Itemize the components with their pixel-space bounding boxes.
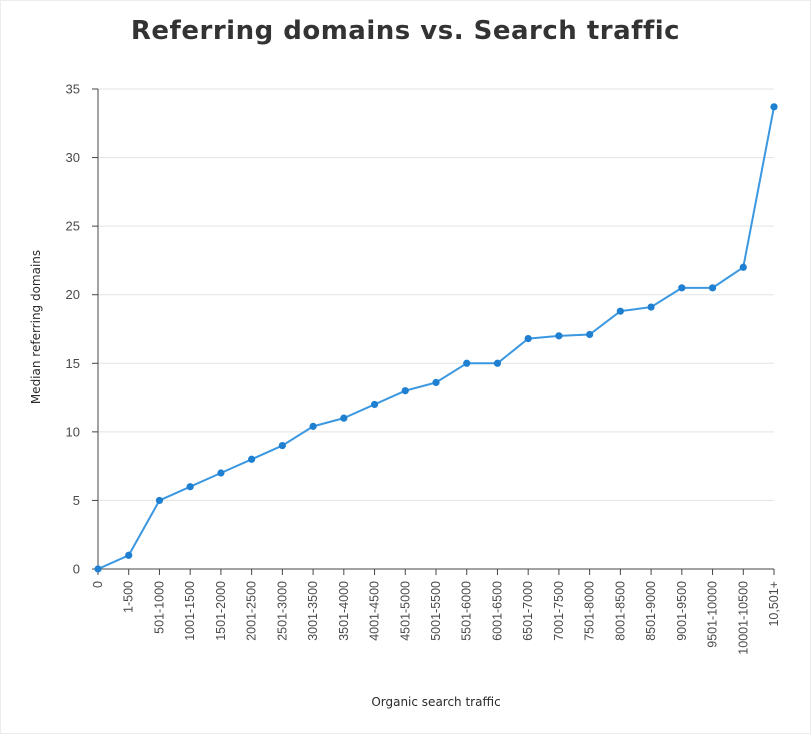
data-point [217,469,225,477]
y-tick-label: 25 [66,219,80,234]
x-tick-label: 4501-5000 [398,581,412,641]
chart-title: Referring domains vs. Search traffic [130,16,681,46]
y-tick-label: 30 [66,150,80,165]
data-point [647,303,655,311]
x-tick-label: 3001-3500 [306,581,320,641]
y-tick-label: 5 [73,493,80,508]
x-tick-label: 8001-8500 [613,581,627,641]
x-tick-label: 10001-10500 [736,581,750,655]
series-line [97,106,775,570]
x-tick-label: 10,501+ [767,581,781,627]
data-point [432,378,440,387]
x-tick-label: 5501-6000 [460,581,474,641]
data-point [678,284,686,292]
x-tick-label: 3501-4000 [337,581,351,641]
axes [97,89,774,570]
x-tick-label: 5001-5500 [429,581,443,641]
data-point [125,551,133,559]
data-point [493,359,502,367]
x-tick-label: 0 [91,581,105,588]
x-tick-label: 7001-7500 [552,581,566,641]
data-point [770,103,778,111]
x-tick-label: 1001-1500 [183,581,197,641]
data-point [186,483,194,491]
data-point [309,422,317,430]
data-point [370,400,379,409]
x-tick-label: 4001-4500 [368,581,382,641]
y-tick-label: 20 [66,287,80,302]
x-tick-label: 1-500 [122,581,136,613]
x-tick-label: 6501-7000 [521,581,535,641]
data-point [155,496,164,505]
x-axis-label: Organic search traffic [371,695,500,709]
data-point [555,332,563,340]
x-tick-label: 1501-2000 [214,581,228,641]
data-point [708,284,717,292]
data-point [248,455,256,463]
data-point [586,330,594,339]
data-point [94,565,102,573]
gridlines [98,88,774,501]
y-tick-label: 0 [73,562,80,577]
data-point [401,387,409,395]
x-tick-label: 7501-8000 [583,581,597,641]
x-axis-ticks: 0 1-500 501-1000 1001-1500 1501-2000 2001-250… [91,569,781,655]
x-tick-label: 2001-2500 [245,581,259,641]
data-point [739,263,747,271]
data-point [524,335,532,343]
data-point [616,307,624,315]
series [94,103,778,573]
data-point [340,414,348,422]
x-tick-label: 8501-9000 [644,581,658,641]
data-point [463,359,471,367]
data-point [278,441,286,450]
x-tick-label: 2501-3000 [275,581,289,641]
y-tick-label: 10 [66,424,80,439]
y-axis-ticks: 0 5 10 15 20 25 30 35 [66,82,98,577]
y-tick-label: 15 [66,356,80,371]
y-tick-label: 35 [66,82,80,97]
x-tick-label: 6001-6500 [490,581,504,641]
x-tick-label: 501-1000 [152,581,166,634]
y-axis-label: Median referring domains [29,250,43,404]
x-tick-label: 9001-9500 [675,581,689,641]
x-tick-label: 9501-10000 [706,581,720,648]
